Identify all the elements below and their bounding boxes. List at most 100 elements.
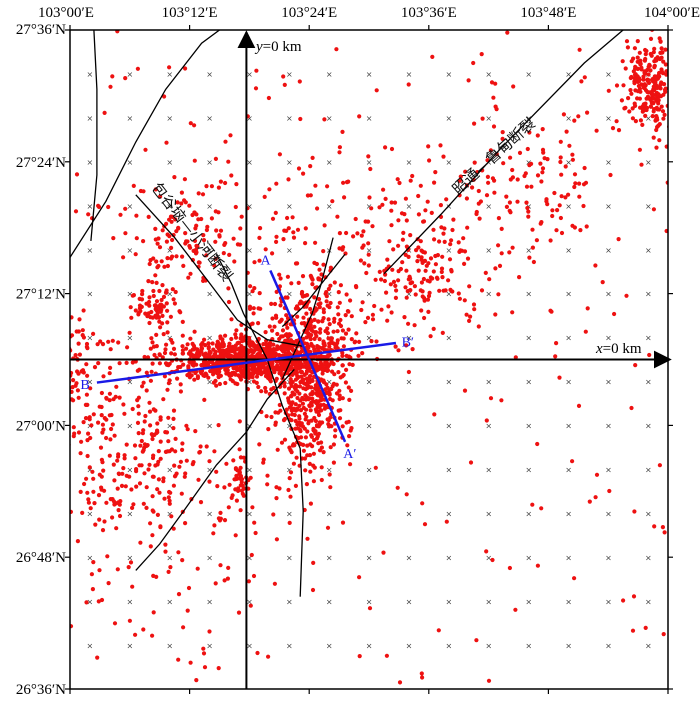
earthquake-point: [71, 425, 76, 430]
earthquake-point: [648, 104, 654, 109]
earthquake-point: [107, 391, 112, 396]
earthquake-point: [392, 200, 398, 205]
earthquake-point: [226, 505, 231, 510]
earthquake-point: [157, 245, 163, 250]
earthquake-point: [290, 215, 295, 220]
earthquake-point: [150, 280, 155, 285]
earthquake-point: [306, 345, 311, 350]
grid-marker: ×: [87, 158, 94, 167]
earthquake-point: [331, 442, 336, 447]
earthquake-point: [239, 477, 245, 482]
earthquake-point: [656, 101, 661, 106]
earthquake-point: [402, 315, 407, 320]
earthquake-point: [270, 251, 275, 256]
earthquake-point: [229, 173, 234, 178]
earthquake-point: [234, 328, 239, 333]
grid-marker: ×: [286, 158, 293, 167]
earthquake-point: [632, 509, 637, 514]
earthquake-point: [255, 650, 260, 656]
earthquake-point: [621, 598, 626, 603]
earthquake-point: [346, 327, 351, 332]
earthquake-point: [490, 557, 495, 563]
earthquake-point: [135, 398, 140, 403]
grid-marker: ×: [565, 114, 572, 123]
earthquake-point: [314, 365, 320, 370]
earthquake-point: [507, 565, 512, 571]
earthquake-point: [193, 429, 198, 434]
earthquake-point: [92, 365, 98, 370]
earthquake-point: [210, 360, 215, 365]
earthquake-point: [191, 359, 196, 365]
earthquake-point: [79, 439, 84, 444]
grid-marker: ×: [406, 158, 413, 167]
grid-marker: ×: [525, 70, 532, 79]
grid-marker: ×: [166, 597, 173, 606]
earthquake-point: [281, 74, 286, 79]
earthquake-point: [620, 59, 625, 64]
earthquake-point: [449, 238, 454, 243]
earthquake-point: [304, 376, 310, 381]
earthquake-point: [484, 193, 490, 198]
earthquake-point: [357, 654, 362, 659]
grid-marker: ×: [87, 70, 94, 79]
grid-marker: ×: [87, 553, 94, 562]
earthquake-point: [389, 223, 394, 228]
lat-tick-label: 26°36′N: [16, 682, 66, 698]
earthquake-point: [130, 406, 135, 412]
grid-marker: ×: [565, 597, 572, 606]
earthquake-point: [99, 390, 104, 396]
earthquake-point: [649, 53, 654, 58]
grid-marker: ×: [406, 114, 413, 123]
earthquake-point: [659, 55, 664, 60]
earthquake-point: [277, 152, 282, 157]
earthquake-point: [185, 427, 190, 432]
earthquake-point: [677, 67, 681, 71]
earthquake-point: [577, 181, 582, 186]
earthquake-point: [517, 275, 522, 280]
earthquake-point: [123, 231, 128, 236]
earthquake-point: [77, 352, 82, 357]
earthquake-point: [315, 434, 320, 439]
earthquake-point: [87, 415, 92, 420]
grid-marker: ×: [366, 466, 373, 475]
earthquake-point: [572, 172, 578, 177]
earthquake-point: [115, 30, 120, 34]
lat-tick-label: 27°00′N: [16, 418, 66, 434]
earthquake-point: [550, 208, 555, 213]
earthquake-point: [156, 315, 161, 320]
earthquake-point: [138, 540, 143, 545]
earthquake-point: [310, 282, 315, 287]
earthquake-point: [201, 233, 206, 238]
coordinate-axes: [70, 30, 672, 689]
earthquake-point: [224, 461, 229, 466]
earthquake-point: [178, 459, 183, 464]
earthquake-point: [672, 63, 676, 67]
earthquake-point: [141, 428, 146, 433]
grid-marker: ×: [246, 202, 253, 211]
earthquake-point: [261, 460, 266, 465]
earthquake-point: [234, 498, 239, 503]
grid-marker: ×: [246, 641, 253, 650]
earthquake-point: [91, 412, 96, 417]
earthquake-point: [204, 253, 209, 258]
earthquake-point: [79, 369, 84, 374]
earthquake-point: [211, 531, 216, 536]
earthquake-point: [442, 226, 447, 231]
earthquake-point: [340, 328, 345, 333]
earthquake-point: [148, 544, 153, 549]
earthquake-point: [458, 174, 463, 179]
earthquake-point: [216, 360, 221, 365]
earthquake-point: [467, 318, 472, 323]
earthquake-point: [515, 199, 520, 204]
earthquake-point: [529, 161, 534, 166]
earthquake-point: [274, 496, 279, 501]
fault-line: [383, 30, 624, 275]
earthquake-point: [395, 485, 400, 490]
earthquake-point: [462, 388, 468, 393]
earthquake-point: [321, 450, 326, 455]
earthquake-point: [328, 283, 333, 288]
earthquake-point: [422, 250, 427, 255]
earthquake-point: [165, 308, 170, 313]
earthquake-point: [164, 290, 169, 295]
grid-marker: ×: [645, 202, 652, 211]
